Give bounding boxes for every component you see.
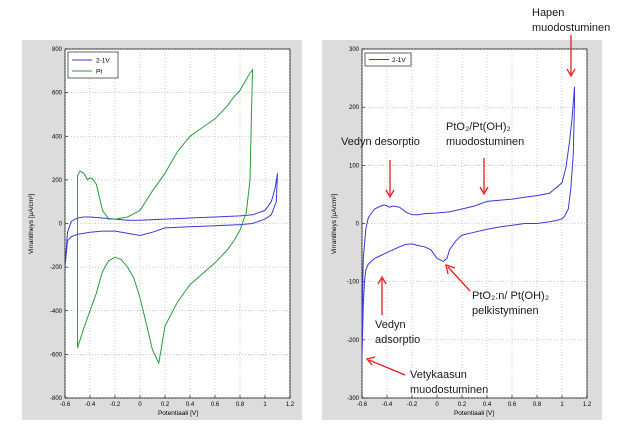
left-chart: -0.6 -0.4 -0.2 0 0.2 0.4 0.6 0.8 1 1.2 -800 -600 -40…: [22, 40, 302, 420]
y-tick-label: -800: [50, 396, 63, 402]
annotation-vedyn-adsorptio-line1: Vedyn: [375, 319, 406, 331]
arrow-hapen-head: [566, 68, 576, 78]
annotation-vetykaasun-line1: Vetykaasun: [410, 369, 467, 381]
y-tick-label: 100: [349, 163, 360, 169]
right-legend: 2-1V: [364, 52, 412, 67]
annotation-hapen-line1: Hapen: [532, 7, 564, 19]
left-curves: [64, 68, 278, 365]
annotation-pto2-reduction-line1: PtO₂:n/ Pt(OH)₂: [472, 290, 549, 302]
annotation-hapen-line2: muodostuminen: [532, 22, 610, 34]
x-tick-label: -0.4: [382, 402, 393, 408]
x-tick-label: -0.6: [357, 402, 368, 408]
series-line-2-1v: [64, 173, 278, 268]
left-legend-label-2-1v: 2-1V: [96, 58, 110, 65]
arrow-vetykaasun: [368, 359, 406, 376]
y-tick-label: 0: [59, 222, 63, 228]
x-tick-label: 0.8: [533, 402, 542, 408]
y-tick-label: 800: [52, 47, 63, 53]
x-tick-label: 0.8: [236, 402, 245, 408]
right-curves: [361, 86, 575, 358]
x-tick-label: -0.6: [60, 402, 71, 408]
annotations: Hapen muodostuminen Vedyn desorptio PtO₂…: [341, 7, 610, 396]
y-tick-label: 300: [349, 47, 360, 53]
annotation-vedyn-desorptio: Vedyn desorptio: [341, 136, 420, 148]
y-tick-label: -400: [50, 309, 63, 315]
right-x-axis-label: Potentiaali [V]: [454, 410, 494, 417]
x-tick-label: -0.2: [407, 402, 418, 408]
y-tick-label: -200: [50, 265, 63, 271]
annotation-pto2-formation-line1: PtO₂/Pt(OH)₂: [446, 121, 511, 133]
x-tick-label: -0.4: [85, 402, 96, 408]
x-tick-label: 0.6: [508, 402, 517, 408]
annotation-pto2-formation-line2: muodostuminen: [446, 136, 524, 148]
arrow-pto2-formation-head: [479, 186, 489, 196]
left-grid: [64, 48, 291, 399]
annotation-pto2-reduction-line2: pelkistyminen: [472, 305, 539, 317]
series-line-2-1v: [361, 86, 575, 358]
x-tick-label: 0.4: [483, 402, 492, 408]
y-tick-label: 0: [356, 222, 360, 228]
right-ticks: -0.6 -0.4 -0.2 0 0.2 0.4 0.6 0.8 1 1.2 -300 -200 -10…: [347, 47, 592, 408]
arrow-pto2-reduction: [447, 266, 471, 292]
left-legend-label-pt: Pt: [96, 69, 102, 76]
x-tick-label: 0.2: [161, 402, 170, 408]
left-y-axis-label: Virrantiheys [µA/cm²]: [28, 194, 35, 255]
x-tick-label: 0.6: [211, 402, 220, 408]
x-tick-label: -0.2: [110, 402, 121, 408]
x-tick-label: 0: [435, 402, 439, 408]
right-y-axis-label: Virrantiheys [µA/cm²]: [331, 194, 338, 255]
y-tick-label: -300: [347, 396, 360, 402]
x-tick-label: 1: [560, 402, 564, 408]
y-tick-label: 400: [52, 134, 63, 140]
x-tick-label: 0: [138, 402, 142, 408]
y-tick-label: 200: [349, 105, 360, 111]
y-tick-label: -100: [347, 280, 360, 286]
left-ticks: -0.6 -0.4 -0.2 0 0.2 0.4 0.6 0.8 1 1.2 -800 -600 -40…: [50, 47, 295, 408]
annotation-vedyn-adsorptio-line2: adsorptio: [375, 334, 420, 346]
y-tick-label: 600: [52, 91, 63, 97]
right-plot-area: [361, 48, 588, 399]
arrow-desorptio-head: [385, 189, 395, 199]
left-legend: 2-1V Pt: [67, 51, 119, 79]
x-tick-label: 1.2: [286, 402, 295, 408]
right-legend-label-2-1v: 2-1V: [392, 57, 406, 64]
right-chart: -0.6 -0.4 -0.2 0 0.2 0.4 0.6 0.8 1 1.2 -300 -200 -10…: [322, 40, 602, 420]
left-x-axis-label: Potentiaali [V]: [158, 410, 198, 417]
x-tick-label: 0.4: [186, 402, 195, 408]
annotation-vetykaasun-line2: muodostuminen: [410, 384, 488, 396]
y-tick-label: -600: [50, 352, 63, 358]
series-line-pt: [77, 68, 254, 365]
arrow-vetykaasun-head: [365, 356, 376, 366]
y-tick-label: 200: [52, 178, 63, 184]
arrow-pto2-reduction-head: [445, 264, 456, 275]
x-tick-label: 1: [263, 402, 267, 408]
y-tick-label: -200: [347, 338, 360, 344]
left-legend-box: [67, 51, 119, 79]
x-tick-label: 1.2: [583, 402, 592, 408]
arrow-adsorptio-head: [377, 275, 387, 285]
x-tick-label: 0.2: [458, 402, 467, 408]
